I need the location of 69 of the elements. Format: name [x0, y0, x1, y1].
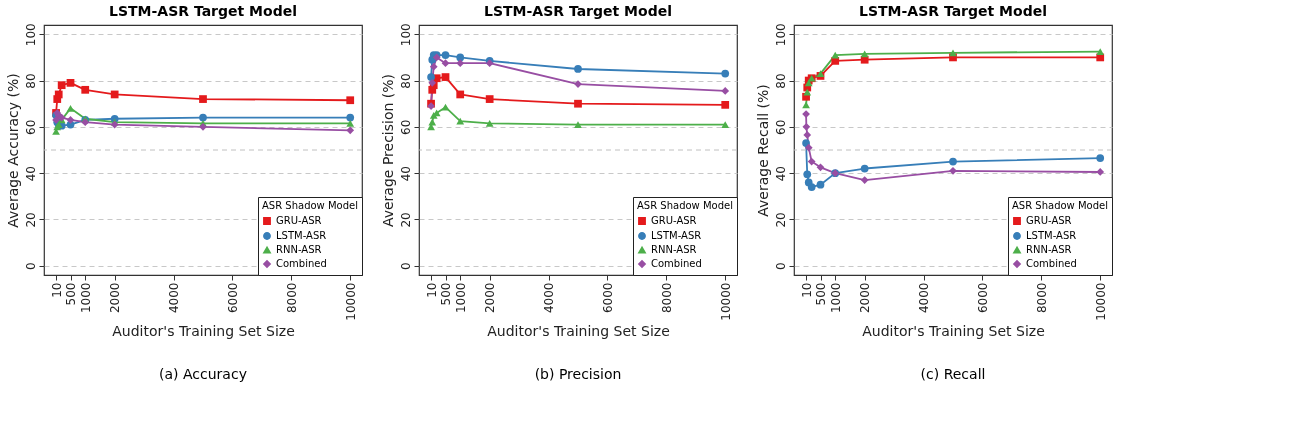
x-tick-label: 500	[814, 282, 828, 306]
legend-label: Combined	[651, 258, 702, 269]
x-tick-label: 10	[49, 282, 64, 298]
x-tick-label: 6000	[975, 282, 990, 314]
x-tick-label: 1000	[78, 282, 93, 314]
x-tick-label: 10	[424, 282, 439, 298]
y-tick-label: 80	[773, 73, 788, 89]
text: (b) Precision	[534, 366, 622, 382]
y-axis-title: Average Precision (%)	[379, 73, 396, 228]
x-tick-label: 2000	[483, 282, 498, 314]
x-tick-label: 8000	[1034, 282, 1049, 314]
y-tick-label: 40	[23, 166, 38, 182]
y-axis-title: Average Recall (%)	[754, 84, 771, 217]
y-tick-label: 100	[23, 23, 38, 47]
legend-label: LSTM-ASR	[276, 230, 327, 241]
x-tick-label: 10000	[718, 282, 733, 321]
x-tick-label: 8000	[659, 282, 674, 314]
x-tick-label: 6000	[225, 282, 240, 314]
y-tick-label: 100	[398, 23, 413, 47]
x-tick-label: 4000	[917, 282, 932, 314]
x-tick-label: 4000	[542, 282, 557, 314]
x-tick-label: 500	[64, 282, 78, 306]
legend-label: RNN-ASR	[276, 244, 322, 255]
legend-label: GRU-ASR	[1026, 215, 1072, 226]
x-tick-label: 1000	[828, 282, 843, 314]
legend-title: ASR Shadow Model	[1012, 200, 1108, 211]
y-tick-label: 80	[398, 73, 413, 89]
y-tick-label: 60	[398, 119, 413, 135]
x-tick-label: 6000	[600, 282, 615, 314]
legend-label: LSTM-ASR	[1026, 230, 1077, 241]
y-tick-label: 60	[23, 119, 38, 135]
chart-title: LSTM-ASR Target Model	[484, 2, 672, 19]
chart-title: LSTM-ASR Target Model	[109, 2, 297, 19]
y-tick-label: 40	[773, 166, 788, 182]
legend-label: GRU-ASR	[276, 215, 322, 226]
x-tick-label: 500	[439, 282, 453, 306]
y-tick-label: 0	[398, 262, 413, 271]
x-tick-label: 10	[799, 282, 814, 298]
x-tick-label: 10000	[343, 282, 358, 321]
y-tick-label: 20	[23, 212, 38, 228]
y-tick-label: 60	[773, 119, 788, 135]
x-axis-title: Auditor's Training Set Size	[487, 322, 670, 339]
x-axis-title: Auditor's Training Set Size	[112, 322, 295, 339]
legend-label: Combined	[276, 258, 327, 269]
text: (c) Recall	[920, 366, 986, 382]
x-tick-label: 10000	[1093, 282, 1108, 321]
legend-label: Combined	[1026, 258, 1077, 269]
legend-label: RNN-ASR	[1026, 244, 1072, 255]
x-tick-label: 2000	[858, 282, 873, 314]
legend-label: GRU-ASR	[651, 215, 697, 226]
legend-title: ASR Shadow Model	[262, 200, 358, 211]
x-tick-label: 1000	[453, 282, 468, 314]
y-tick-label: 20	[398, 212, 413, 228]
y-tick-label: 40	[398, 166, 413, 182]
chart-title: LSTM-ASR Target Model	[859, 2, 1047, 19]
y-tick-label: 0	[23, 262, 38, 271]
legend-label: LSTM-ASR	[651, 230, 702, 241]
legend-label: RNN-ASR	[651, 244, 697, 255]
text: (a) Accuracy	[159, 366, 247, 382]
y-tick-label: 80	[23, 73, 38, 89]
x-axis-title: Auditor's Training Set Size	[862, 322, 1045, 339]
legend-title: ASR Shadow Model	[637, 200, 733, 211]
y-tick-label: 100	[773, 23, 788, 47]
x-tick-label: 2000	[108, 282, 123, 314]
y-axis-title: Average Accuracy (%)	[4, 73, 21, 228]
x-tick-label: 4000	[167, 282, 182, 314]
y-tick-label: 0	[773, 262, 788, 271]
y-tick-label: 20	[773, 212, 788, 228]
x-tick-label: 8000	[284, 282, 299, 314]
